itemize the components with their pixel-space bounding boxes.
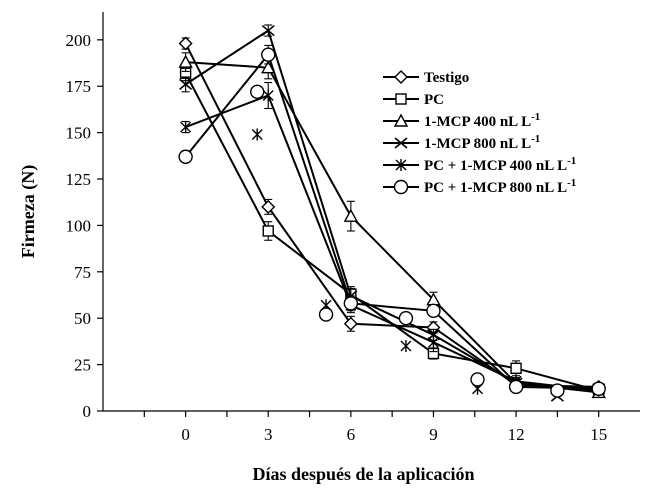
data-point xyxy=(510,362,522,375)
legend-label: Testigo xyxy=(424,70,469,86)
y-tick-label: 175 xyxy=(66,77,92,96)
data-point xyxy=(261,60,276,74)
data-point xyxy=(262,225,274,237)
legend-item: PC + 1-MCP 400 nL L-1 xyxy=(383,155,576,174)
stray-marker xyxy=(470,372,485,387)
series-3 xyxy=(179,24,606,395)
legend-item: 1-MCP 400 nL L-1 xyxy=(383,111,540,130)
axes: 0 25 50 75 100 125 150 175 200 0 3 6 9 12 15 xyxy=(66,12,640,444)
stray-marker xyxy=(250,84,265,100)
x-tick-label: 12 xyxy=(508,425,525,444)
series-line xyxy=(184,52,599,390)
stray-marker xyxy=(400,340,412,353)
legend-marker xyxy=(394,70,408,84)
stray-marker xyxy=(550,383,565,398)
series-4 xyxy=(180,81,605,397)
data-point xyxy=(343,208,359,222)
legend-item: PC + 1-MCP 800 nL L-1 xyxy=(383,177,576,196)
stray-marker xyxy=(398,311,414,326)
x-tick-label: 0 xyxy=(181,425,190,444)
series-line xyxy=(185,94,599,392)
data-point xyxy=(261,199,276,214)
x-tick-label: 6 xyxy=(347,425,356,444)
x-tick-label: 3 xyxy=(264,425,273,444)
data-point xyxy=(261,47,276,62)
legend: Testigo PC 1-MCP 400 nL L-1 1-MCP 800 nL L-… xyxy=(383,70,576,196)
data-point xyxy=(508,379,524,395)
data-point xyxy=(179,78,193,90)
legend-item: Testigo xyxy=(383,70,469,86)
series-5 xyxy=(178,44,606,396)
data-point xyxy=(343,296,359,311)
data-point xyxy=(262,89,274,102)
y-tick-label: 50 xyxy=(74,309,91,328)
legend-marker xyxy=(395,93,407,105)
y-tick-label: 125 xyxy=(66,170,92,189)
legend-label: 1-MCP 800 nL L-1 xyxy=(424,133,540,152)
x-tick-label: 9 xyxy=(429,425,438,444)
y-tick-label: 0 xyxy=(83,402,92,421)
stray-marker xyxy=(318,307,334,322)
y-tick-label: 75 xyxy=(74,263,91,282)
series-0 xyxy=(178,36,606,394)
data-point xyxy=(426,303,441,318)
legend-label: 1-MCP 400 nL L-1 xyxy=(424,111,540,130)
legend-label: PC xyxy=(424,92,444,108)
data-point xyxy=(427,336,439,349)
y-tick-label: 25 xyxy=(74,356,91,375)
data-point xyxy=(178,54,193,68)
data-point xyxy=(178,149,193,164)
series-line xyxy=(185,28,599,390)
series-layer xyxy=(178,24,606,402)
legend-marker xyxy=(393,113,409,127)
y-tick-label: 200 xyxy=(66,31,92,50)
series-line xyxy=(184,43,599,388)
legend-marker xyxy=(395,159,407,171)
x-tick-label: 15 xyxy=(590,425,607,444)
y-tick-label: 100 xyxy=(66,216,92,235)
legend-label: PC + 1-MCP 800 nL L-1 xyxy=(424,177,576,196)
stray-marker xyxy=(251,128,263,141)
data-point xyxy=(343,316,358,331)
legend-item: 1-MCP 800 nL L-1 xyxy=(383,133,540,152)
legend-marker xyxy=(394,137,408,149)
data-point xyxy=(178,36,193,51)
x-axis-title: Días después de la aplicación xyxy=(252,464,474,484)
data-point xyxy=(180,121,192,134)
legend-label: PC + 1-MCP 400 nL L-1 xyxy=(424,155,576,174)
y-axis-title: Firmeza (N) xyxy=(18,165,39,258)
y-tick-label: 150 xyxy=(66,124,92,143)
data-point xyxy=(591,381,606,396)
legend-item: PC xyxy=(383,92,444,108)
data-point xyxy=(261,24,275,37)
legend-marker xyxy=(393,179,409,195)
